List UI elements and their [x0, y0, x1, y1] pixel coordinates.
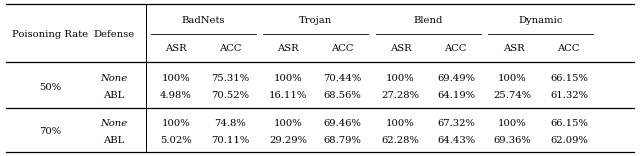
Text: 100%: 100% — [498, 73, 526, 83]
Text: 74.8%: 74.8% — [214, 119, 246, 128]
Text: Poisoning Rate: Poisoning Rate — [12, 30, 88, 39]
Text: ACC: ACC — [220, 44, 242, 53]
Text: 69.36%: 69.36% — [493, 136, 531, 145]
Text: 69.46%: 69.46% — [323, 119, 362, 128]
Text: Defense: Defense — [93, 30, 134, 39]
Text: 70.44%: 70.44% — [323, 73, 362, 83]
Text: 4.98%: 4.98% — [160, 92, 192, 100]
Text: 69.49%: 69.49% — [437, 73, 476, 83]
Text: ASR: ASR — [277, 44, 299, 53]
Text: 70.11%: 70.11% — [211, 136, 250, 145]
Text: 62.28%: 62.28% — [381, 136, 419, 145]
Text: 16.11%: 16.11% — [269, 92, 307, 100]
Text: BadNets: BadNets — [182, 16, 225, 25]
Text: None: None — [100, 119, 127, 128]
Text: 66.15%: 66.15% — [550, 119, 589, 128]
Text: None: None — [100, 73, 127, 83]
Text: 100%: 100% — [162, 73, 190, 83]
Text: ABL: ABL — [103, 92, 125, 100]
Text: 100%: 100% — [274, 119, 302, 128]
Text: 100%: 100% — [162, 119, 190, 128]
Text: 64.43%: 64.43% — [437, 136, 476, 145]
Text: 50%: 50% — [39, 83, 61, 92]
Text: 100%: 100% — [386, 73, 414, 83]
Text: ASR: ASR — [390, 44, 412, 53]
Text: 68.79%: 68.79% — [323, 136, 362, 145]
Text: 68.56%: 68.56% — [324, 92, 361, 100]
Text: 62.09%: 62.09% — [550, 136, 589, 145]
Text: ASR: ASR — [502, 44, 524, 53]
Text: 27.28%: 27.28% — [381, 92, 419, 100]
Text: ACC: ACC — [444, 44, 467, 53]
Text: 70%: 70% — [39, 127, 61, 136]
Text: 67.32%: 67.32% — [437, 119, 476, 128]
Text: 61.32%: 61.32% — [550, 92, 589, 100]
Text: ACC: ACC — [557, 44, 579, 53]
Text: 100%: 100% — [386, 119, 414, 128]
Text: Blend: Blend — [413, 16, 443, 25]
Text: ABL: ABL — [103, 136, 125, 145]
Text: ASR: ASR — [165, 44, 187, 53]
Text: 100%: 100% — [274, 73, 302, 83]
Text: Trojan: Trojan — [299, 16, 332, 25]
Text: 25.74%: 25.74% — [493, 92, 531, 100]
Text: 29.29%: 29.29% — [269, 136, 307, 145]
Text: 5.02%: 5.02% — [160, 136, 192, 145]
Text: ACC: ACC — [332, 44, 354, 53]
Text: 66.15%: 66.15% — [550, 73, 589, 83]
Text: 100%: 100% — [498, 119, 526, 128]
Text: 75.31%: 75.31% — [211, 73, 250, 83]
Text: 64.19%: 64.19% — [437, 92, 476, 100]
Text: 70.52%: 70.52% — [211, 92, 250, 100]
Text: Dynamic: Dynamic — [518, 16, 563, 25]
